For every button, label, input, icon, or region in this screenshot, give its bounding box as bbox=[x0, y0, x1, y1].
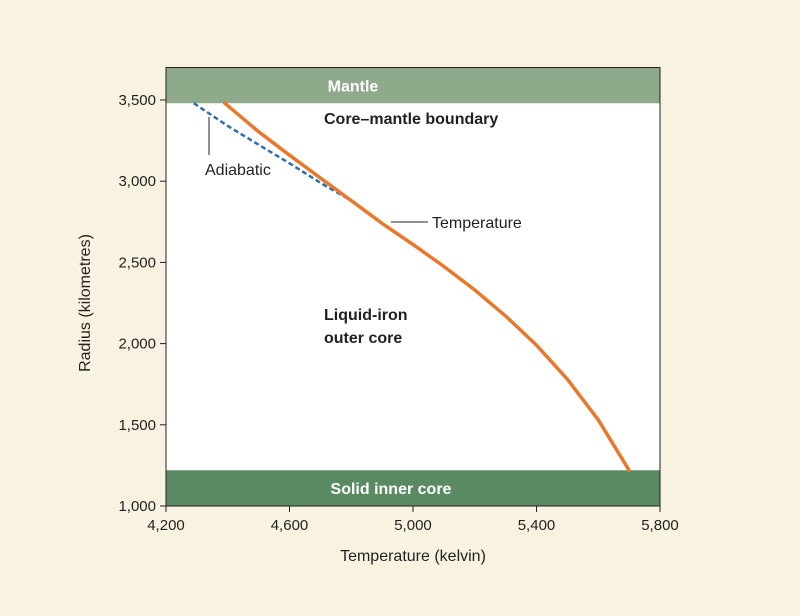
plot-area bbox=[166, 67, 660, 507]
core-mantle-boundary-label: Core–mantle boundary bbox=[324, 111, 498, 128]
x-axis: 4,200 4,600 5,000 5,400 5,800 bbox=[147, 506, 679, 534]
outer-core-label-line2: outer core bbox=[324, 330, 402, 347]
y-axis-title: Radius (kilometres) bbox=[77, 234, 94, 372]
x-tick-label: 5,800 bbox=[641, 517, 679, 534]
x-tick-label: 4,600 bbox=[271, 517, 309, 534]
y-axis: 1,000 1,500 2,000 2,500 3,000 3,500 bbox=[118, 92, 166, 515]
outer-core-label-line1: Liquid-iron bbox=[324, 307, 408, 324]
temperature-label: Temperature bbox=[432, 215, 522, 232]
adiabatic-label: Adiabatic bbox=[205, 162, 271, 179]
x-tick-label: 4,200 bbox=[147, 517, 185, 534]
series-line-temperature bbox=[222, 101, 631, 473]
y-tick-label: 2,000 bbox=[118, 336, 156, 353]
inner-core-label: Solid inner core bbox=[331, 481, 452, 498]
y-tick-label: 3,000 bbox=[118, 173, 156, 190]
mantle-band bbox=[166, 67, 660, 104]
inner-core-band bbox=[166, 470, 660, 506]
y-tick-label: 3,500 bbox=[118, 92, 156, 109]
series-line-adiabatic bbox=[193, 102, 352, 202]
y-tick-label: 1,000 bbox=[118, 498, 156, 515]
x-tick-label: 5,400 bbox=[518, 517, 556, 534]
y-tick-label: 1,500 bbox=[118, 417, 156, 434]
x-axis-title: Temperature (kelvin) bbox=[340, 548, 486, 565]
y-tick-label: 2,500 bbox=[118, 254, 156, 271]
mantle-label: Mantle bbox=[328, 78, 379, 95]
x-tick-label: 5,000 bbox=[394, 517, 432, 534]
